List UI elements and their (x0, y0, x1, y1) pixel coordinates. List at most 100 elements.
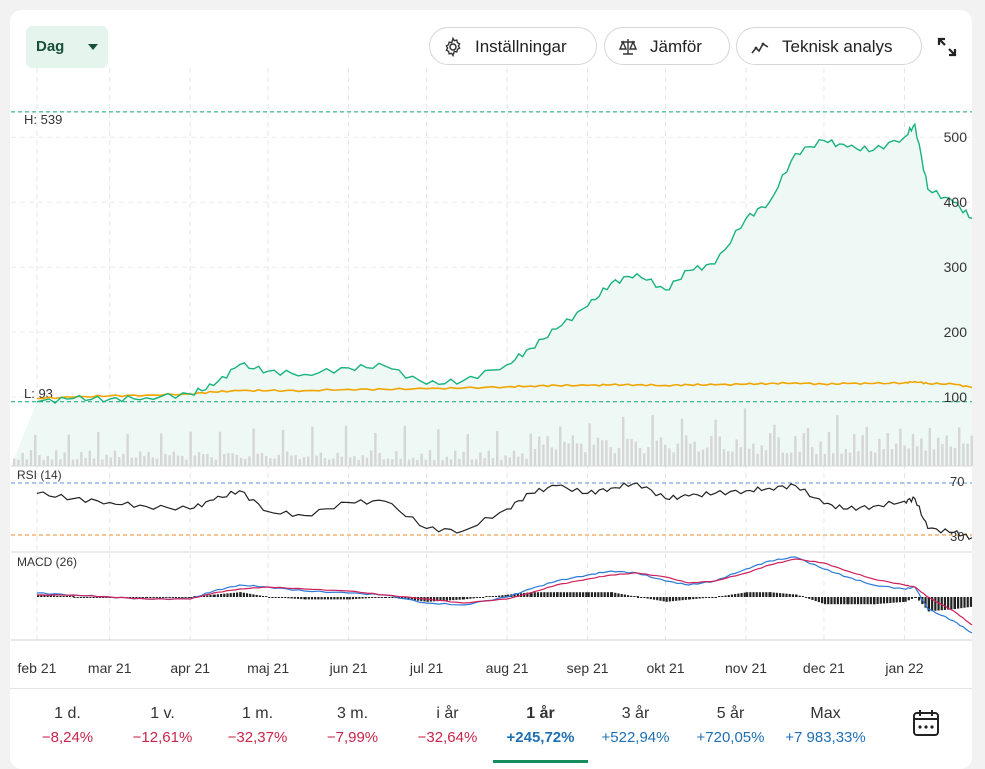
volume-bar (118, 457, 121, 466)
macd-histogram-bar (469, 597, 472, 599)
macd-histogram-bar (149, 597, 152, 598)
macd-histogram-bar (442, 597, 445, 601)
macd-histogram-bar (436, 597, 439, 602)
volume-bar (265, 456, 268, 466)
period-tab[interactable]: 1 m. −32,37% (210, 689, 305, 763)
macd-histogram-bar (43, 595, 46, 597)
period-tab[interactable]: 1 v. −12,61% (115, 689, 210, 763)
volume-bar (365, 457, 369, 466)
volume-bar (84, 458, 87, 466)
volume-bar (428, 450, 432, 466)
volume-bar (353, 456, 356, 466)
volume-bar (210, 457, 213, 466)
volume-bar (101, 459, 104, 466)
settings-button[interactable]: Inställningar (429, 27, 597, 65)
volume-bar (315, 455, 318, 466)
period-tab[interactable]: 1 d. −8,24% (20, 689, 115, 763)
macd-histogram-bar (788, 593, 791, 597)
volume-bar (424, 459, 427, 466)
macd-histogram-bar (432, 597, 436, 602)
macd-histogram-bar (597, 592, 600, 597)
volume-bar (218, 431, 222, 466)
volume-bar (533, 449, 537, 466)
macd-histogram-bar (485, 596, 488, 597)
macd-label: MACD (26) (17, 555, 77, 569)
volume-bar (256, 453, 259, 466)
period-tab[interactable]: 3 år +522,94% (588, 689, 683, 763)
macd-histogram-bar (452, 597, 455, 601)
macd-histogram-bar (146, 597, 149, 598)
macd-histogram-bar (895, 597, 898, 603)
calendar-icon[interactable] (912, 708, 940, 738)
macd-histogram-bar (610, 592, 614, 597)
volume-bar (571, 435, 574, 466)
macd-histogram-bar (255, 594, 258, 597)
period-tab-label: Max (810, 705, 841, 722)
chevron-down-icon (88, 44, 98, 50)
volume-bar (672, 452, 675, 466)
macd-histogram-bar (811, 597, 814, 600)
compare-button[interactable]: Jämför (604, 27, 730, 65)
period-tab[interactable]: Max +7 983,33% (778, 689, 873, 763)
macd-histogram-bar (785, 593, 788, 597)
volume-bar (500, 459, 503, 466)
period-tab[interactable]: 5 år +720,05% (683, 689, 778, 763)
macd-histogram-bar (62, 596, 65, 597)
volume-bar (630, 439, 633, 466)
volume-bar (239, 457, 243, 466)
macd-histogram-bar (636, 597, 640, 598)
expand-icon[interactable] (936, 36, 958, 58)
volume-bar (773, 424, 776, 466)
volume-bar (17, 459, 20, 466)
macd-histogram-bar (380, 597, 383, 598)
macd-histogram-bar (758, 592, 762, 597)
macd-histogram-bar (223, 593, 226, 597)
macd-histogram-bar (960, 597, 963, 609)
macd-histogram-bar (668, 597, 671, 602)
period-tab[interactable]: i år −32,64% (400, 689, 495, 763)
x-tick-label: sep 21 (567, 660, 609, 676)
interval-dropdown[interactable]: Dag (26, 26, 108, 68)
macd-histogram-bar (300, 597, 303, 600)
volume-bar (676, 443, 679, 466)
macd-histogram-bar (342, 597, 346, 600)
macd-histogram-bar (79, 597, 82, 598)
period-tab[interactable]: 3 m. −7,99% (305, 689, 400, 763)
period-tab-change: +7 983,33% (785, 729, 866, 746)
macd-histogram-bar (138, 597, 141, 598)
volume-bar (197, 452, 201, 466)
macd-histogram-bar (743, 592, 746, 597)
macd-histogram-bar (132, 597, 135, 598)
period-tab[interactable]: 1 år +245,72% (493, 689, 588, 763)
macd-histogram-bar (873, 597, 876, 605)
macd-histogram-bar (671, 597, 675, 602)
volume-bar (42, 459, 45, 466)
volume-bar (437, 429, 440, 466)
technical-analysis-button[interactable]: Teknisk analys (736, 27, 922, 65)
macd-histogram-bar (367, 597, 371, 599)
macd-histogram-bar (144, 597, 148, 598)
volume-bar (895, 443, 898, 466)
volume-bar (155, 458, 159, 466)
compare-line (36, 380, 973, 400)
macd-histogram-bar (206, 595, 209, 597)
volume-bar (277, 454, 280, 466)
macd-histogram-bar (827, 597, 830, 605)
macd-histogram-bar (209, 595, 212, 597)
volume-bar (512, 450, 516, 466)
macd-histogram-bar (665, 597, 668, 602)
macd-histogram-bar (675, 597, 678, 601)
volume-bar (63, 452, 66, 466)
macd-histogram-bar (82, 597, 86, 598)
volume-bar (811, 446, 814, 466)
volume-bar (903, 445, 906, 466)
volume-bar (550, 447, 553, 466)
volume-bar (97, 431, 100, 466)
technical-analysis-label: Teknisk analys (782, 37, 893, 56)
volume-bar (462, 451, 465, 466)
macd-histogram-bar (904, 597, 907, 602)
macd-histogram-bar (95, 597, 98, 598)
macd-histogram-bar (229, 593, 232, 597)
macd-histogram-bar (552, 592, 556, 597)
macd-histogram-bar (914, 597, 918, 598)
